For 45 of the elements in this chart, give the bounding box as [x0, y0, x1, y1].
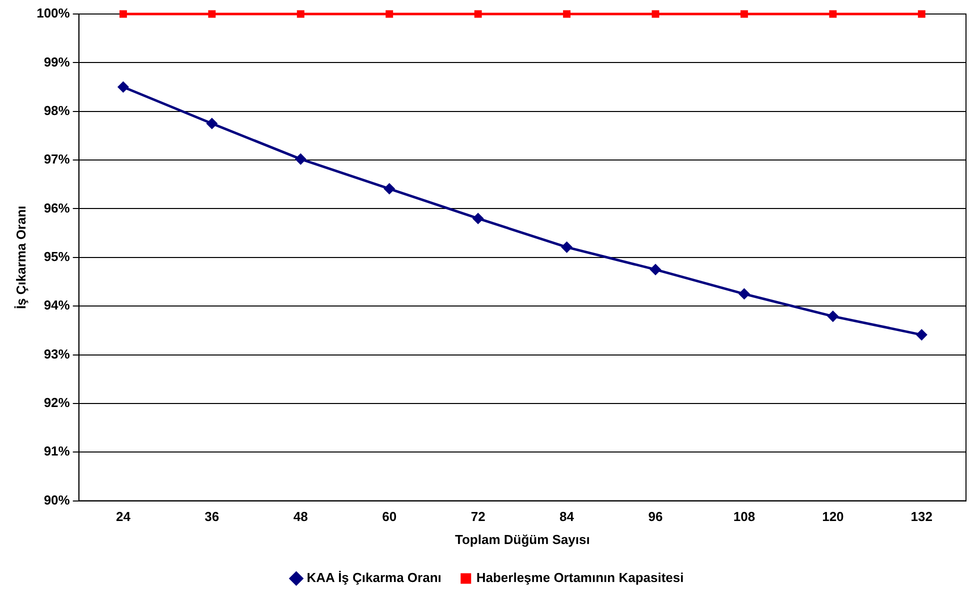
x-tick-label: 108 — [733, 509, 756, 524]
x-axis-title: Toplam Düğüm Sayısı — [455, 532, 590, 547]
y-tick-label: 100% — [36, 6, 70, 21]
point — [119, 10, 127, 18]
point — [563, 10, 571, 18]
point — [118, 82, 128, 92]
x-tick-label: 48 — [293, 509, 308, 524]
point — [652, 10, 660, 18]
point — [562, 242, 572, 252]
legend-label: KAA İş Çıkarma Oranı — [306, 570, 442, 586]
y-tick-label: 92% — [44, 395, 70, 410]
y-tick-label: 95% — [44, 248, 70, 264]
point — [474, 10, 482, 18]
point — [918, 10, 926, 18]
y-tick-label: 90% — [44, 492, 70, 508]
point — [740, 10, 748, 18]
point — [208, 10, 216, 18]
point — [738, 288, 750, 300]
point — [828, 311, 838, 322]
x-tick-label: 96 — [648, 509, 663, 524]
y-tick-label: 93% — [44, 346, 70, 362]
point — [916, 330, 927, 340]
point — [296, 10, 304, 18]
x-tick-label: 36 — [204, 509, 220, 524]
y-axis-title: İş Çıkarma Oranı — [13, 206, 28, 310]
y-tick-label: 97% — [44, 152, 70, 167]
y-tick-label: 98% — [44, 102, 70, 118]
y-tick-label: 99% — [44, 54, 70, 70]
point — [829, 10, 837, 18]
point — [295, 154, 306, 164]
x-tick-label: 24 — [116, 509, 132, 524]
y-tick-label: 94% — [44, 298, 70, 313]
point — [472, 213, 484, 224]
point — [384, 184, 395, 194]
x-tick-label: 60 — [382, 509, 397, 524]
x-tick-label: 72 — [470, 509, 486, 524]
legend-label: Haberleşme Ortamının Kapasitesi — [476, 570, 684, 586]
y-tick-label: 91% — [44, 444, 70, 459]
x-tick-label: 132 — [910, 509, 932, 524]
y-tick-label: 96% — [44, 200, 70, 216]
point — [206, 118, 218, 129]
x-tick-label: 84 — [560, 509, 575, 524]
point — [386, 10, 394, 18]
x-tick-label: 120 — [822, 509, 844, 524]
point — [650, 264, 661, 275]
